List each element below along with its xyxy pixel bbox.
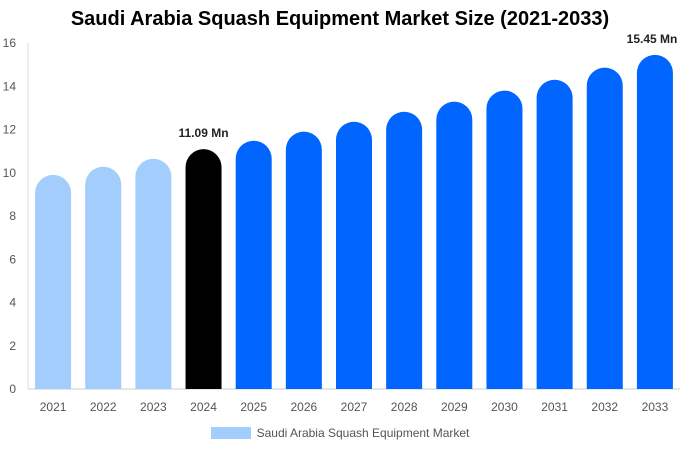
x-tick-label: 2021 bbox=[40, 400, 67, 414]
x-tick-label: 2030 bbox=[491, 400, 518, 414]
y-tick-label: 12 bbox=[3, 123, 17, 137]
y-tick-label: 8 bbox=[9, 209, 16, 223]
legend-label: Saudi Arabia Squash Equipment Market bbox=[256, 426, 470, 440]
x-tick-label: 2025 bbox=[240, 400, 267, 414]
legend: Saudi Arabia Squash Equipment Market bbox=[0, 426, 680, 440]
bar-2025 bbox=[235, 140, 272, 389]
legend-swatch bbox=[210, 427, 251, 439]
y-tick-label: 0 bbox=[9, 382, 16, 396]
y-tick-label: 16 bbox=[3, 36, 17, 50]
bar-2021 bbox=[35, 174, 72, 389]
x-tick-label: 2023 bbox=[140, 400, 167, 414]
x-tick-label: 2033 bbox=[642, 400, 669, 414]
x-tick-label: 2024 bbox=[190, 400, 217, 414]
bar-2024 bbox=[185, 149, 222, 389]
bar-2027 bbox=[336, 121, 372, 389]
x-tick-label: 2031 bbox=[541, 400, 568, 414]
data-label-2024: 11.09 Mn bbox=[179, 126, 229, 140]
data-label-2033: 15.45 Mn bbox=[627, 32, 678, 46]
y-tick-label: 10 bbox=[3, 166, 17, 180]
y-tick-label: 14 bbox=[3, 79, 17, 93]
bar-2026 bbox=[285, 131, 322, 389]
chart-title: Saudi Arabia Squash Equipment Market Siz… bbox=[70, 8, 610, 30]
x-tick-label: 2028 bbox=[391, 400, 418, 414]
bar-2032 bbox=[586, 67, 623, 389]
bar-2030 bbox=[486, 90, 523, 389]
y-tick-label: 2 bbox=[9, 339, 16, 353]
y-tick-label: 6 bbox=[9, 252, 16, 266]
x-tick-label: 2022 bbox=[90, 400, 117, 414]
bar-2028 bbox=[386, 111, 423, 389]
x-tick-label: 2027 bbox=[341, 400, 368, 414]
bar-2022 bbox=[85, 166, 122, 389]
bar-2029 bbox=[436, 101, 473, 389]
bar-2031 bbox=[536, 79, 573, 389]
bar-2033 bbox=[636, 54, 673, 390]
x-tick-label: 2032 bbox=[591, 400, 618, 414]
x-tick-label: 2029 bbox=[441, 400, 468, 414]
y-tick-label: 4 bbox=[9, 296, 16, 310]
bar-2023 bbox=[135, 158, 172, 389]
x-tick-label: 2026 bbox=[290, 400, 317, 414]
